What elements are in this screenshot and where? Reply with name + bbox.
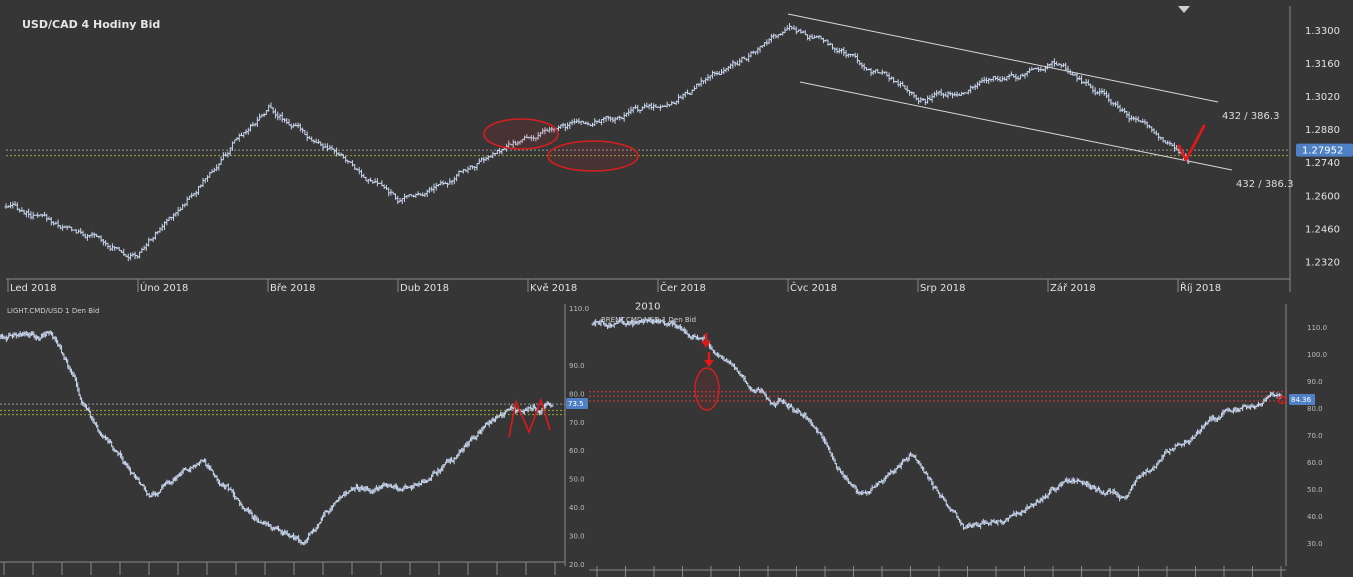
brent-year-label: 2010 [635, 301, 660, 312]
consolidation-ellipse-lower[interactable] [547, 140, 639, 172]
month-label: Led 2018 [10, 283, 57, 294]
brent-price-series [591, 317, 1283, 531]
light-time-scale [3, 562, 556, 575]
brent-current-price-label: 84.36 [1291, 396, 1312, 404]
brent-background [589, 300, 1353, 577]
month-label: Zář 2018 [1050, 282, 1096, 294]
current-price-label: 1.27952 [1302, 146, 1343, 157]
price-tick-label: 1.2600 [1305, 191, 1340, 202]
light-tick-label: 80.0 [569, 390, 585, 398]
light-background [0, 300, 589, 577]
light-tick-label: 50.0 [569, 476, 585, 484]
double-top-m-mark[interactable] [508, 397, 551, 438]
channel-lower-label: 432 / 386.3 [1236, 179, 1293, 190]
channel-lower-line[interactable] [799, 81, 1233, 171]
brent-crude-chart[interactable]: 2010 BRENT.CMD/USD 1 Den Bid 110.0100.09… [589, 300, 1353, 577]
usdcad-chart[interactable]: USD/CAD 4 Hodiny Bid 1.33001.31601.30201… [0, 0, 1353, 300]
brent-tick-label: 90.0 [1307, 378, 1323, 386]
brent-time-scale [596, 566, 1282, 577]
light-price-tag-box [566, 398, 588, 409]
light-tick-label: 40.0 [569, 504, 585, 512]
usdcad-annotations [483, 118, 1206, 172]
price-tick-label: 1.3020 [1305, 92, 1340, 103]
light-crude-chart[interactable]: LIGHT.CMD/USD 1 Den Bid 110.0 90.0 80.0 70.… [0, 300, 589, 577]
light-tick-label: 70.0 [569, 419, 585, 427]
brent-price-tag: 84.36 [1289, 394, 1315, 405]
usdcad-channel-labels: 432 / 386.3 432 / 386.3 [1222, 111, 1293, 190]
latest-price-circle[interactable] [1277, 395, 1287, 405]
light-tick-label: 110.0 [569, 305, 589, 313]
light-price-tag: 73.5 [566, 398, 588, 409]
light-tick-label: 60.0 [569, 447, 585, 455]
brent-tick-label: 30.0 [1307, 540, 1323, 548]
brent-tick-label: 50.0 [1307, 486, 1323, 494]
brent-tick-label: 80.0 [1307, 405, 1323, 413]
usdcad-price-tag: 1.27952 [1296, 143, 1353, 157]
usdcad-price-series [4, 23, 1190, 262]
usdcad-chart-panel[interactable]: USD/CAD 4 Hodiny Bid 1.3300 1.3160 1.3020 1… [0, 0, 1353, 300]
usdcad-time-scale: Led 2018 Úno 2018 Bře 2018 Dub 2018 Kvě 2018… [7, 279, 1221, 294]
usdcad-title: USD/CAD 4 Hodiny Bid [22, 18, 160, 31]
usdcad-price-scale: 1.3300 1.3160 1.3020 1.2880 1.2740 1.2600 1.24… [1305, 26, 1340, 269]
brent-tick-label: 70.0 [1307, 432, 1323, 440]
month-label: Čvc 2018 [790, 281, 837, 294]
light-current-price-label: 73.5 [568, 400, 584, 408]
month-label: Dub 2018 [400, 283, 449, 294]
down-arrow-icon[interactable] [701, 333, 711, 348]
usdcad-trend-channel [787, 13, 1233, 171]
price-tick-label: 1.2740 [1305, 158, 1340, 169]
price-tick-label: 1.2460 [1305, 224, 1340, 235]
brent-horizontal-levels [589, 391, 1286, 402]
price-tick-label: 1.3300 [1305, 26, 1340, 37]
down-arrow-icon[interactable] [704, 352, 714, 367]
light-tick-label: 20.0 [569, 561, 585, 569]
light-tick-label: 90.0 [569, 362, 585, 370]
brent-crude-chart-panel[interactable]: 2010 BRENT.CMD/USD 1 Den Bid 110.0 100.0 9… [589, 300, 1353, 577]
month-label: Úno 2018 [140, 281, 188, 294]
light-price-series [0, 330, 554, 546]
brent-tick-label: 100.0 [1307, 351, 1327, 359]
brent-tick-label: 110.0 [1307, 324, 1327, 332]
light-title: LIGHT.CMD/USD 1 Den Bid [7, 307, 99, 315]
light-tick-label: 30.0 [569, 533, 585, 541]
scroll-marker-icon[interactable] [1178, 6, 1190, 13]
month-label: Čer 2018 [660, 281, 706, 294]
price-tick-label: 1.2320 [1305, 257, 1340, 268]
month-label: Srp 2018 [920, 283, 965, 294]
brent-annotations [694, 333, 1287, 411]
breakdown-ellipse[interactable] [694, 367, 720, 411]
month-label: Říj 2018 [1180, 281, 1221, 294]
brent-tick-label: 40.0 [1307, 513, 1323, 521]
consolidation-ellipse-upper[interactable] [483, 118, 559, 150]
check-mark-icon[interactable] [1177, 124, 1206, 162]
light-crude-chart-panel[interactable]: LIGHT.CMD/USD 1 Den Bid 110.0 90.0 80.0 70.… [0, 300, 589, 577]
month-label: Kvě 2018 [530, 282, 577, 294]
channel-upper-line[interactable] [787, 13, 1219, 103]
price-tick-label: 1.3160 [1305, 59, 1340, 70]
brent-price-tag-box [1289, 394, 1315, 405]
price-tick-label: 1.2880 [1305, 125, 1340, 136]
light-price-bar [550, 404, 554, 407]
light-price-scale: 110.0 90.0 80.0 70.0 60.0 50.0 40.0 30.0 20.0 [569, 305, 589, 569]
price-tag-box [1296, 143, 1353, 157]
channel-upper-label: 432 / 386.3 [1222, 111, 1279, 122]
brent-price-scale: 110.0 100.0 90.0 80.0 70.0 60.0 50.0 40.0 30.0 [1307, 324, 1327, 548]
brent-tick-label: 60.0 [1307, 459, 1323, 467]
month-label: Bře 2018 [270, 282, 316, 294]
